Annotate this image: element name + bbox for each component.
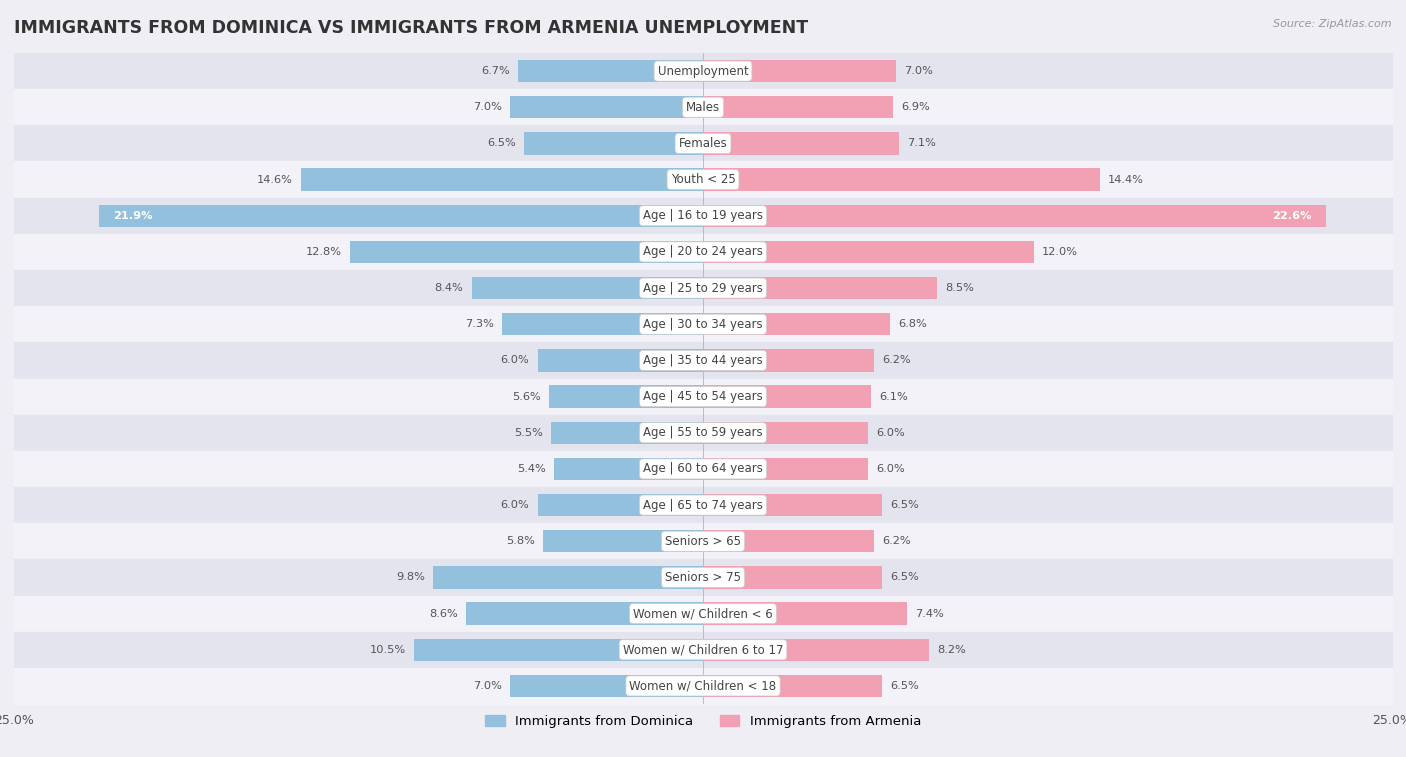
- Text: 6.9%: 6.9%: [901, 102, 931, 112]
- Text: 14.4%: 14.4%: [1108, 175, 1144, 185]
- Bar: [502, 313, 703, 335]
- Bar: [703, 674, 882, 697]
- Text: 14.6%: 14.6%: [256, 175, 292, 185]
- Text: 12.0%: 12.0%: [1042, 247, 1078, 257]
- Text: Women w/ Children < 6: Women w/ Children < 6: [633, 607, 773, 620]
- Text: Age | 45 to 54 years: Age | 45 to 54 years: [643, 390, 763, 403]
- Text: Youth < 25: Youth < 25: [671, 173, 735, 186]
- Text: 5.4%: 5.4%: [517, 464, 546, 474]
- Bar: [703, 313, 890, 335]
- Bar: [548, 385, 703, 408]
- Text: 8.2%: 8.2%: [938, 645, 966, 655]
- Text: Age | 60 to 64 years: Age | 60 to 64 years: [643, 463, 763, 475]
- Text: 7.4%: 7.4%: [915, 609, 943, 618]
- Text: 6.5%: 6.5%: [890, 681, 920, 691]
- Bar: [100, 204, 703, 227]
- Bar: [703, 132, 898, 154]
- Text: 5.5%: 5.5%: [515, 428, 543, 438]
- Text: 8.6%: 8.6%: [429, 609, 458, 618]
- Text: Age | 25 to 29 years: Age | 25 to 29 years: [643, 282, 763, 294]
- Bar: [510, 96, 703, 118]
- Text: 6.7%: 6.7%: [481, 66, 510, 76]
- Bar: [543, 530, 703, 553]
- Bar: [413, 639, 703, 661]
- Bar: [554, 458, 703, 480]
- Text: 7.0%: 7.0%: [904, 66, 934, 76]
- Bar: [703, 204, 1326, 227]
- Bar: [703, 60, 896, 83]
- Text: 6.8%: 6.8%: [898, 319, 928, 329]
- Bar: [524, 132, 703, 154]
- Text: 5.6%: 5.6%: [512, 391, 540, 401]
- Text: 6.1%: 6.1%: [879, 391, 908, 401]
- Text: 6.0%: 6.0%: [876, 464, 905, 474]
- Bar: [703, 458, 869, 480]
- Text: IMMIGRANTS FROM DOMINICA VS IMMIGRANTS FROM ARMENIA UNEMPLOYMENT: IMMIGRANTS FROM DOMINICA VS IMMIGRANTS F…: [14, 19, 808, 37]
- Text: 7.3%: 7.3%: [465, 319, 494, 329]
- Text: 9.8%: 9.8%: [396, 572, 425, 582]
- Text: Age | 16 to 19 years: Age | 16 to 19 years: [643, 209, 763, 223]
- Text: 6.0%: 6.0%: [876, 428, 905, 438]
- Text: 6.2%: 6.2%: [882, 536, 911, 547]
- Bar: [703, 385, 872, 408]
- Legend: Immigrants from Dominica, Immigrants from Armenia: Immigrants from Dominica, Immigrants fro…: [479, 709, 927, 734]
- Text: 6.0%: 6.0%: [501, 356, 530, 366]
- Text: 7.1%: 7.1%: [907, 139, 936, 148]
- Text: Females: Females: [679, 137, 727, 150]
- Bar: [433, 566, 703, 589]
- Bar: [510, 674, 703, 697]
- Bar: [465, 603, 703, 625]
- Text: Males: Males: [686, 101, 720, 114]
- Text: 6.5%: 6.5%: [486, 139, 516, 148]
- Text: Seniors > 65: Seniors > 65: [665, 534, 741, 548]
- Bar: [519, 60, 703, 83]
- Text: 8.4%: 8.4%: [434, 283, 463, 293]
- Text: 6.0%: 6.0%: [501, 500, 530, 510]
- Text: Age | 55 to 59 years: Age | 55 to 59 years: [643, 426, 763, 439]
- Bar: [551, 422, 703, 444]
- Text: 6.5%: 6.5%: [890, 572, 920, 582]
- Text: 12.8%: 12.8%: [307, 247, 342, 257]
- Text: 6.2%: 6.2%: [882, 356, 911, 366]
- Text: Source: ZipAtlas.com: Source: ZipAtlas.com: [1274, 19, 1392, 29]
- Bar: [703, 566, 882, 589]
- Bar: [471, 277, 703, 299]
- Text: Women w/ Children < 18: Women w/ Children < 18: [630, 680, 776, 693]
- Text: 6.5%: 6.5%: [890, 500, 920, 510]
- Text: Women w/ Children 6 to 17: Women w/ Children 6 to 17: [623, 643, 783, 656]
- Bar: [703, 494, 882, 516]
- Text: Age | 20 to 24 years: Age | 20 to 24 years: [643, 245, 763, 258]
- Text: Unemployment: Unemployment: [658, 64, 748, 77]
- Text: 8.5%: 8.5%: [945, 283, 974, 293]
- Bar: [301, 168, 703, 191]
- Bar: [703, 168, 1099, 191]
- Bar: [537, 349, 703, 372]
- Bar: [537, 494, 703, 516]
- Text: 21.9%: 21.9%: [114, 210, 153, 221]
- Text: 10.5%: 10.5%: [370, 645, 405, 655]
- Bar: [703, 96, 893, 118]
- Bar: [350, 241, 703, 263]
- Text: 7.0%: 7.0%: [472, 681, 502, 691]
- Bar: [703, 241, 1033, 263]
- Text: Age | 35 to 44 years: Age | 35 to 44 years: [643, 354, 763, 367]
- Bar: [703, 277, 938, 299]
- Text: 7.0%: 7.0%: [472, 102, 502, 112]
- Text: 22.6%: 22.6%: [1272, 210, 1312, 221]
- Text: Age | 65 to 74 years: Age | 65 to 74 years: [643, 499, 763, 512]
- Bar: [703, 349, 875, 372]
- Bar: [703, 603, 907, 625]
- Bar: [703, 639, 929, 661]
- Text: Seniors > 75: Seniors > 75: [665, 571, 741, 584]
- Bar: [703, 422, 869, 444]
- Text: Age | 30 to 34 years: Age | 30 to 34 years: [643, 318, 763, 331]
- Bar: [703, 530, 875, 553]
- Text: 5.8%: 5.8%: [506, 536, 534, 547]
